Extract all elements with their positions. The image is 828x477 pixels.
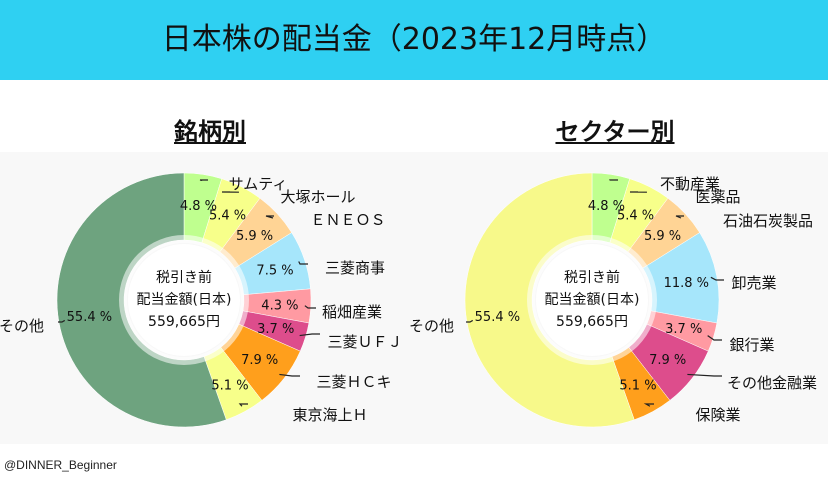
data-label-5: 3.7 %	[665, 322, 702, 337]
page-title: 日本株の配当金（2023年12月時点）	[161, 22, 667, 57]
leader-line-7	[643, 403, 654, 407]
slice-name-3: 石油石炭製品	[723, 212, 813, 230]
data-label-6: 3.7 %	[257, 322, 294, 337]
data-label-7: 7.9 %	[241, 353, 278, 368]
donut-hole	[128, 244, 240, 356]
chart-title-by-stock: 銘柄別	[174, 118, 246, 146]
data-label-8: 55.4 %	[475, 310, 520, 325]
leader-line-5	[707, 335, 722, 341]
data-label-9: 55.4 %	[67, 310, 112, 325]
leader-line-8	[238, 403, 248, 407]
leader-line-3	[265, 215, 274, 219]
leader-line-8	[466, 319, 474, 323]
slice-name-9: その他	[0, 317, 44, 335]
center-label-1: 税引き前	[156, 269, 212, 286]
leader-line-5	[304, 305, 316, 309]
slice-name-1: 不動産業	[660, 175, 720, 193]
slice-name-1: サムティ	[229, 175, 288, 193]
slice-name-7: 三菱ＨＣキ	[316, 373, 391, 391]
slice-name-2: 医薬品	[695, 188, 740, 206]
slice-name-8: その他	[409, 317, 454, 335]
leader-line-7	[279, 373, 300, 377]
data-label-1: 4.8 %	[180, 199, 217, 214]
center-label-1: 税引き前	[564, 269, 620, 286]
slice-name-3: ＥＮＥＯＳ	[310, 211, 385, 229]
center-label-3: 559,665円	[556, 314, 628, 330]
data-label-2: 5.4 %	[617, 208, 654, 223]
data-label-3: 5.9 %	[644, 229, 681, 244]
leader-line-6	[687, 373, 722, 377]
leader-line-4	[710, 276, 724, 281]
slice-name-4: 卸売業	[731, 274, 776, 292]
slice-name-8: 東京海上Ｈ	[292, 406, 367, 424]
credit-text: @DINNER_Beginner	[4, 458, 117, 472]
center-label-2: 配当金額(日本)	[137, 292, 232, 308]
data-label-3: 5.9 %	[236, 229, 273, 244]
data-label-7: 5.1 %	[619, 378, 656, 393]
slice-name-4: 三菱商事	[325, 259, 385, 277]
center-label-3: 559,665円	[148, 314, 220, 330]
data-label-6: 7.9 %	[649, 353, 686, 368]
chart-title-by-sector: セクター別	[555, 118, 675, 146]
title-banner: 日本株の配当金（2023年12月時点）	[0, 0, 828, 80]
donut-hole	[536, 244, 648, 356]
inner-ring	[527, 235, 657, 365]
leader-line-3	[675, 215, 684, 219]
data-label-4: 7.5 %	[256, 263, 293, 278]
slice-name-7: 保険業	[695, 406, 740, 424]
slice-name-5: 稲畑産業	[322, 303, 382, 321]
center-label-2: 配当金額(日本)	[545, 292, 640, 308]
leader-line-4	[298, 261, 308, 265]
data-label-8: 5.1 %	[211, 378, 248, 393]
data-label-1: 4.8 %	[588, 199, 625, 214]
data-label-4: 11.8 %	[664, 276, 709, 291]
data-label-2: 5.4 %	[209, 208, 246, 223]
slice-name-6: その他金融業	[727, 374, 817, 392]
slice-name-2: 大塚ホール	[280, 188, 355, 206]
leader-line-6	[299, 333, 320, 337]
slice-name-6: 三菱ＵＦＪ	[327, 333, 402, 351]
inner-ring	[119, 235, 249, 365]
data-label-5: 4.3 %	[261, 299, 298, 314]
leader-line-9	[58, 319, 66, 323]
slice-name-5: 銀行業	[729, 336, 774, 354]
